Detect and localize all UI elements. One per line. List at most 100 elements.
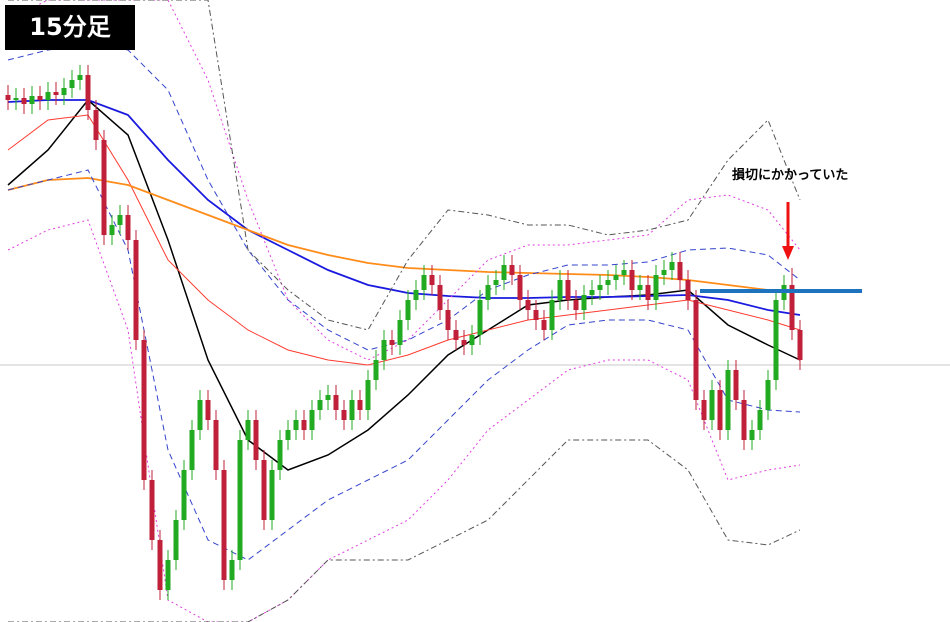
candle-body [765,380,771,410]
candle-body [421,275,427,290]
candle-body [445,310,451,330]
candle-body [469,335,475,345]
arrow-head [782,246,794,260]
candle-body [589,290,595,295]
candle-body [429,275,435,285]
candle-body [117,215,123,225]
candle-body [165,560,171,590]
candle-body [245,420,251,440]
candle-body [637,285,643,290]
candle-body [181,470,187,520]
candle-body [645,285,651,300]
candle-body [373,360,379,380]
candle-body [525,300,531,310]
indicator-line [7,114,801,366]
candle-body [285,430,291,440]
candle-body [37,96,43,100]
candle-body [61,88,67,95]
candle-body [557,280,563,300]
indicator-line [8,439,801,622]
candle-body [453,330,459,340]
candle-body [493,280,499,285]
candle-body [653,275,659,300]
candle-body [189,430,195,470]
candle-body [85,75,91,110]
candle-body [733,370,739,400]
candle-body [701,400,707,420]
candle-body [677,262,683,280]
candle-body [325,395,331,400]
candle-body [197,400,203,430]
candle-body [757,410,763,430]
indicator-line [8,0,801,331]
candle-body [461,340,467,345]
candle-body [141,340,147,480]
candle-body [157,540,163,590]
candle-body [221,470,227,580]
candle-body [773,300,779,380]
candle-body [109,225,115,235]
candle-body [133,240,139,340]
candle-body [669,262,675,270]
candle-body [269,470,275,520]
candle-body [253,420,259,460]
candle-body [317,400,323,410]
candle-body [21,98,27,104]
candle-body [485,285,491,300]
candle-body [13,98,19,100]
candle-body [517,275,523,300]
candle-body [789,285,795,330]
candle-body [397,320,403,345]
indicator-line [7,177,801,293]
chart-title: 15分足 [5,5,135,50]
candle-body [541,320,547,330]
candle-body [597,285,603,290]
candle-body [565,280,571,300]
candle-body [277,440,283,470]
candle-body [549,300,555,330]
candle-body [341,410,347,420]
candle-body [605,280,611,285]
candle-body [45,92,51,100]
candle-body [77,75,83,80]
candle-body [509,265,515,275]
candle-body [349,400,355,420]
candle-body [533,310,539,320]
candle-body [501,265,507,280]
candle-body [29,96,35,104]
candle-body [741,400,747,440]
candle-body [125,215,131,240]
candle-body [365,380,371,410]
candle-body [333,395,339,410]
candle-body [101,140,107,235]
candle-body [309,410,315,430]
candle-body [613,275,619,280]
candle-body [237,440,243,560]
candles [5,65,803,600]
candle-body [725,370,731,430]
annotation: 損切にかかっていた [732,168,849,183]
candle-body [261,460,267,520]
candle-body [381,340,387,360]
candle-body [149,480,155,540]
candle-body [213,420,219,470]
candle-body [357,400,363,410]
candle-body [629,270,635,290]
candle-body [573,300,579,310]
candle-body [477,300,483,335]
candle-body [389,340,395,345]
candle-body [173,520,179,560]
candle-body [293,420,299,430]
candle-body [709,390,715,420]
indicator-lines [7,0,801,622]
indicator-line [7,44,801,351]
indicator-line [7,98,801,471]
candle-body [661,270,667,275]
candle-body [437,285,443,310]
candle-body [717,390,723,430]
candle-body [205,400,211,420]
candle-body [301,420,307,430]
candle-body [797,330,803,360]
